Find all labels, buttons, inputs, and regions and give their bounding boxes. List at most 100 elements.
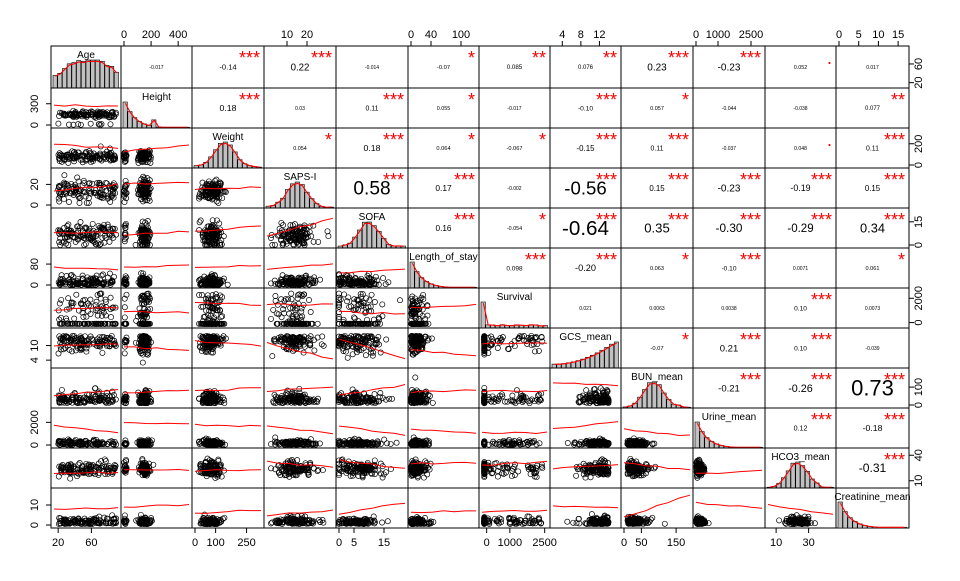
scatter-point <box>214 217 220 224</box>
histogram-bar <box>480 301 486 329</box>
scatter-point <box>310 238 317 245</box>
panel-frame <box>549 207 622 249</box>
scatter-point <box>84 153 91 160</box>
scatter-point <box>71 234 78 241</box>
scatter-point <box>98 121 105 128</box>
scatter-point <box>222 189 229 195</box>
scatter-point <box>104 111 111 118</box>
panel-sofa-vs-saps-i <box>263 207 337 249</box>
scatter-point <box>298 231 305 238</box>
panel-height-vs-survival: -0.017 <box>478 87 551 129</box>
scatter-point <box>56 183 63 190</box>
panel-frame <box>120 207 193 249</box>
scatter-point <box>201 236 208 243</box>
significance-stars: *** <box>740 330 761 350</box>
panel-weight-vs-weight: Weight <box>191 127 265 169</box>
significance-stars: *** <box>454 170 475 190</box>
density-curve <box>196 142 260 168</box>
panel-frame <box>50 87 122 129</box>
panel-length_of_stay-vs-creatinine_mean: 0.061 * <box>835 247 910 289</box>
panel-sofa-vs-weight <box>191 207 265 249</box>
scatter-point <box>61 196 67 203</box>
scatter-point <box>268 232 275 238</box>
scatter-point <box>140 232 147 239</box>
panel-sofa-vs-urine_mean: -0.30*** <box>692 207 766 249</box>
scatter-point <box>77 110 84 117</box>
correlation-value: 0.0071 <box>793 266 809 272</box>
scatter-point <box>106 270 113 277</box>
scatter-point <box>100 280 107 287</box>
panel-age-vs-survival: 0.085 ** <box>478 45 551 89</box>
scatter-point <box>62 240 69 247</box>
scatter-point <box>88 108 95 115</box>
scatter-point <box>106 238 113 245</box>
scatter-point <box>56 150 63 157</box>
correlation-value: 0.23 <box>647 62 667 73</box>
scatter-point <box>81 225 88 232</box>
scatter-point <box>110 225 117 232</box>
correlation-value: 0.15 <box>649 184 665 193</box>
correlation-value: 0.055 <box>437 106 451 112</box>
scatter-point <box>110 156 117 163</box>
scatter-point <box>56 198 63 205</box>
histogram-bar <box>71 62 77 89</box>
correlation-value: -0.20 <box>575 263 596 273</box>
scatter-point <box>66 111 73 118</box>
histogram-bar <box>95 59 100 89</box>
panel-frame <box>692 87 766 129</box>
scatter-point <box>208 224 215 230</box>
scatter-point <box>210 184 217 191</box>
scatter-point <box>196 190 203 197</box>
scatter-point <box>109 186 116 193</box>
histogram-bar <box>57 72 63 89</box>
scatter-point <box>112 109 119 116</box>
histogram-bar <box>90 59 96 89</box>
significance-stars: *** <box>668 170 689 190</box>
panel-frame <box>764 87 837 129</box>
scatter-point <box>278 219 285 226</box>
panel-gcs_mean-vs-age <box>50 327 122 369</box>
scatter-point <box>111 225 118 232</box>
panel-saps-i-vs-survival: -0.002 <box>478 167 551 209</box>
correlation-value: 0.0063 <box>649 306 665 312</box>
scatter-point <box>93 241 100 248</box>
scatter-point <box>224 281 231 288</box>
panel-sofa-vs-height <box>120 207 193 249</box>
significance-stars: *** <box>596 210 617 230</box>
panel-age-vs-age: Age <box>50 45 122 89</box>
panel-frame <box>549 127 622 169</box>
scatter-point <box>66 230 73 237</box>
panel-frame <box>335 45 409 89</box>
scatter-point <box>203 281 210 288</box>
scatter-point <box>87 120 94 127</box>
scatter-point <box>278 237 285 244</box>
scatter-point <box>138 176 145 183</box>
scatter-point <box>205 223 212 230</box>
scatter-point <box>64 112 71 119</box>
panel-bun_mean-vs-urine_mean: -0.21 *** <box>692 367 766 409</box>
panel-length_of_stay-vs-weight <box>191 247 265 289</box>
scatter-point <box>97 224 103 231</box>
scatter-point <box>297 237 304 244</box>
panel-sofa-vs-bun_mean: 0.35*** <box>620 207 694 249</box>
scatter-point <box>219 189 226 196</box>
correlation-value: -0.037 <box>722 146 736 152</box>
scatter-point <box>218 180 224 187</box>
scatter-point <box>63 151 70 158</box>
significance-stars: *** <box>884 170 905 190</box>
significance-stars: * <box>468 90 475 110</box>
panel-height-vs-age <box>50 87 122 129</box>
correlation-value: 0.0073 <box>865 306 881 312</box>
smoother-line <box>194 264 262 268</box>
scatter-point <box>209 231 216 238</box>
panel-sofa-vs-creatinine_mean: 0.34 *** <box>835 207 910 249</box>
panel-gcs_mean-vs-survival <box>478 327 551 369</box>
scatter-point <box>88 236 95 243</box>
panel-height-vs-hco3_mean: -0.038 <box>764 87 837 129</box>
panel-saps-i-vs-hco3_mean: -0.19 *** <box>764 167 837 209</box>
variable-label-saps-i: SAPS-I <box>284 172 317 183</box>
scatter-point <box>113 231 120 238</box>
smoother-line <box>194 186 262 190</box>
scatter-point <box>139 218 146 225</box>
scatter-point <box>108 279 115 286</box>
